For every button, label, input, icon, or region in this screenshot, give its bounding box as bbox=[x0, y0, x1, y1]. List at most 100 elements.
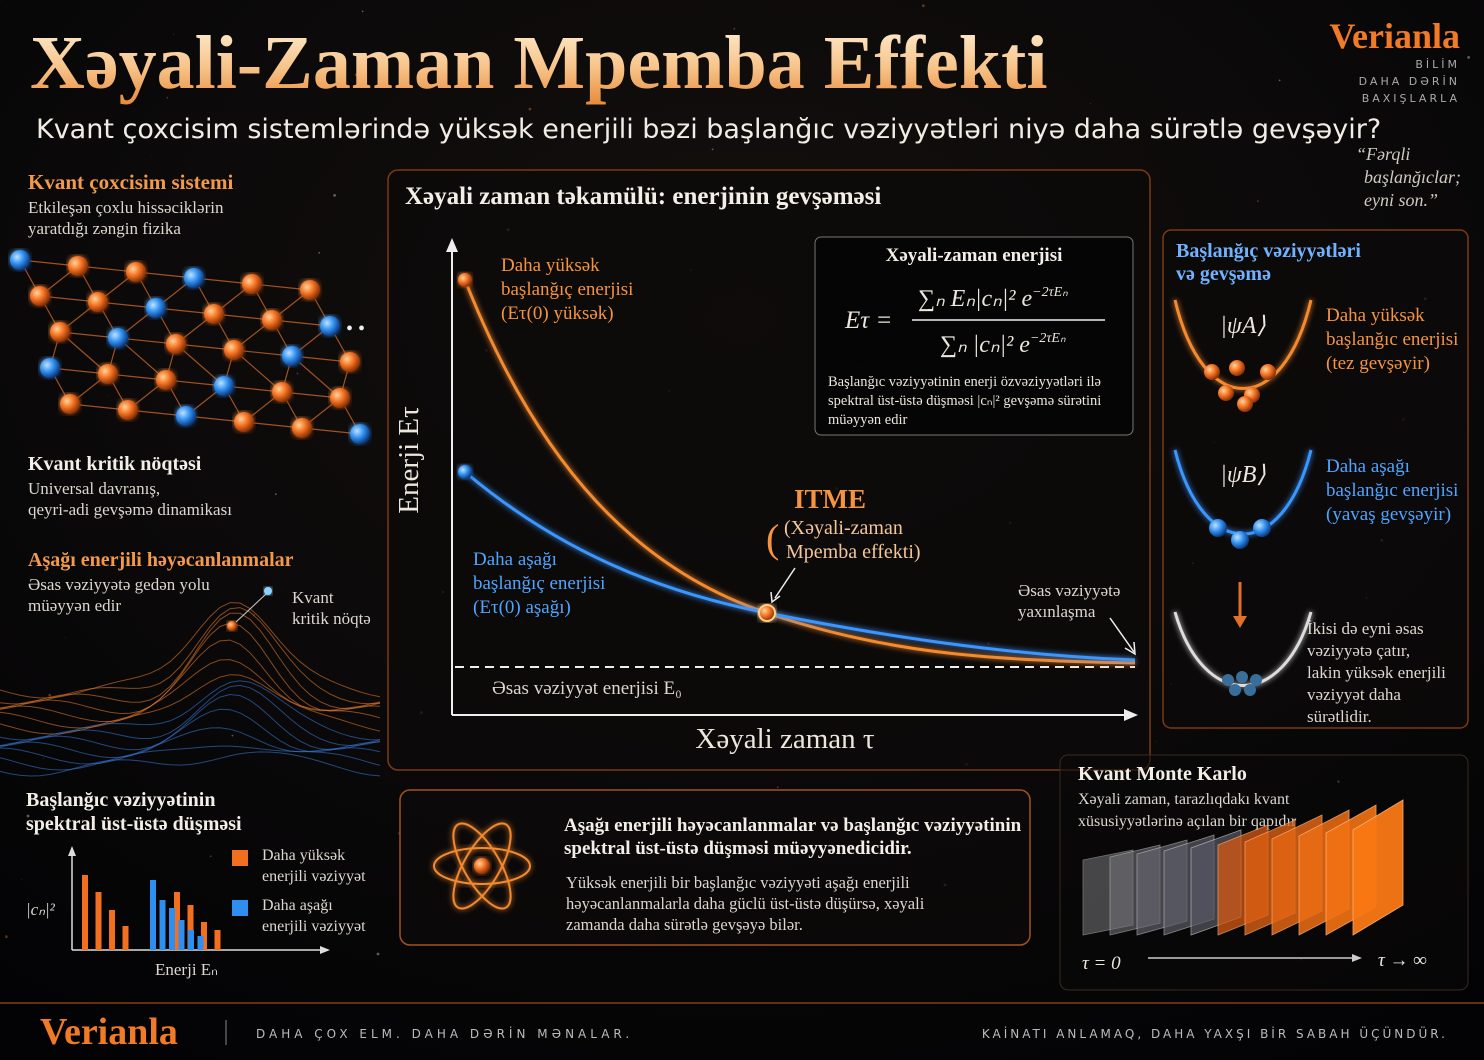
star bbox=[64, 637, 66, 639]
well bbox=[1173, 611, 1313, 687]
star bbox=[151, 154, 153, 156]
panel-title: Başlanğıç vəziyyətləri bbox=[1176, 240, 1361, 262]
bar bbox=[214, 930, 221, 950]
pointer bbox=[774, 567, 796, 599]
mesh-line bbox=[0, 602, 381, 699]
frame bbox=[1352, 799, 1404, 936]
mesh-line bbox=[0, 708, 381, 759]
callout: Kvant bbox=[292, 588, 334, 607]
bar bbox=[178, 920, 185, 950]
mesh-line bbox=[0, 622, 381, 715]
particle bbox=[1231, 531, 1249, 549]
formula-numerator: ∑ₙ Eₙ|cₙ|² e−2τEₙ bbox=[918, 285, 1068, 312]
particle bbox=[1253, 519, 1271, 537]
particle bbox=[1209, 519, 1227, 537]
tau-arrow bbox=[1352, 954, 1362, 962]
particle bbox=[234, 412, 254, 432]
bracket: ( bbox=[766, 516, 779, 561]
atom-icon bbox=[433, 822, 531, 910]
particle bbox=[68, 256, 88, 276]
low-label: (Eτ(0) aşağı) bbox=[473, 597, 571, 618]
particle bbox=[1250, 674, 1262, 686]
bar bbox=[150, 880, 156, 950]
star bbox=[4, 935, 8, 939]
pointer bbox=[235, 593, 267, 623]
nucleus bbox=[474, 858, 490, 874]
particle bbox=[108, 328, 128, 348]
star bbox=[376, 952, 380, 956]
formula-note: Başlanğıc vəziyyətinin enerji özvəziyyət… bbox=[828, 374, 1101, 390]
itme-text: (Xəyali-zaman bbox=[784, 517, 903, 539]
mesh-line bbox=[0, 745, 381, 771]
state-text: sürətlidir. bbox=[1307, 707, 1372, 726]
particle bbox=[214, 376, 234, 396]
particle bbox=[272, 382, 292, 402]
particle bbox=[60, 394, 80, 414]
tau-end: τ → ∞ bbox=[1378, 950, 1427, 971]
footer-left: DAHA ÇOX ELM. DAHA DƏRİN MƏNALAR. bbox=[256, 1026, 633, 1041]
particle bbox=[50, 322, 70, 342]
bond bbox=[175, 343, 225, 387]
legend: Daha yüksək enerjili vəziyyət Daha aşağı en… bbox=[232, 847, 366, 935]
formula-exponent: −2τEₙ bbox=[1030, 331, 1066, 346]
state-text: lakin yüksək enerjili bbox=[1307, 663, 1446, 682]
itme-text: Mpemba effekti) bbox=[786, 541, 921, 563]
state-text: Daha aşağı bbox=[1326, 456, 1410, 477]
arrow bbox=[1233, 616, 1247, 628]
section-text: qeyri-adi gevşəmə dinamikası bbox=[28, 500, 232, 519]
star bbox=[711, 148, 714, 151]
state-text: başlanğıc enerjisi bbox=[1326, 329, 1458, 350]
particle bbox=[166, 334, 186, 354]
qmc-frames bbox=[1082, 799, 1404, 936]
summary-text: Yüksək enerjili bir başlanğıc vəziyyəti … bbox=[566, 873, 910, 892]
high-label: (Eτ(0) yüksək) bbox=[501, 303, 614, 324]
tau-start: τ = 0 bbox=[1082, 953, 1121, 974]
particle bbox=[88, 292, 108, 312]
critical-point bbox=[227, 621, 237, 631]
ellipsis: • • bbox=[346, 318, 365, 340]
panel-title: və gevşəmə bbox=[1176, 263, 1271, 285]
crossing bbox=[758, 604, 776, 622]
start-high bbox=[458, 273, 472, 287]
particle bbox=[340, 352, 360, 372]
particle bbox=[1237, 396, 1253, 412]
ground-approach: Əsas vəziyyətə bbox=[1018, 581, 1120, 600]
bar bbox=[95, 892, 102, 950]
footer-brand: Verianla bbox=[40, 1011, 178, 1053]
particle bbox=[10, 250, 30, 270]
subtitle: Kvant çoxcisim sistemlərində yüksək ener… bbox=[36, 114, 1381, 145]
star bbox=[733, 27, 736, 30]
formula-numerator: ∑ₙ Eₙ|cₙ|² e bbox=[918, 286, 1033, 312]
state-text: vəziyyətə çatır, bbox=[1307, 641, 1410, 660]
state-text: vəziyyət daha bbox=[1307, 685, 1401, 704]
star bbox=[1155, 740, 1157, 742]
mesh-line bbox=[0, 751, 381, 777]
formula-note: müəyyən edir bbox=[828, 412, 907, 428]
footer-right: KAİNATI ANLAMAQ, DAHA YAXŞI BİR SABAH ÜÇ… bbox=[982, 1025, 1448, 1041]
bar bbox=[122, 926, 129, 950]
formula-box bbox=[814, 236, 1134, 436]
bar bbox=[201, 922, 207, 950]
star bbox=[108, 396, 109, 397]
orbit bbox=[433, 847, 531, 885]
particle bbox=[40, 358, 60, 378]
star bbox=[900, 125, 903, 128]
mesh-line bbox=[0, 659, 381, 729]
particle bbox=[300, 280, 320, 300]
star bbox=[86, 516, 88, 518]
itme-title: ITME bbox=[794, 484, 866, 514]
star bbox=[166, 96, 169, 99]
particle bbox=[156, 370, 176, 390]
brand-tagline: DAHA DƏRİN bbox=[1359, 75, 1460, 88]
star bbox=[296, 372, 299, 375]
star bbox=[43, 758, 44, 759]
formula-denominator: ∑ₙ |cₙ|² e bbox=[940, 332, 1030, 358]
qmc-title: Kvant Monte Karlo bbox=[1078, 763, 1247, 785]
particle bbox=[1229, 360, 1245, 376]
star bbox=[528, 107, 532, 111]
star bbox=[333, 194, 336, 197]
particle bbox=[1244, 684, 1256, 696]
brand-tagline: BAXIŞLARLA bbox=[1362, 92, 1460, 105]
particle bbox=[118, 400, 138, 420]
pointer bbox=[1124, 641, 1136, 656]
